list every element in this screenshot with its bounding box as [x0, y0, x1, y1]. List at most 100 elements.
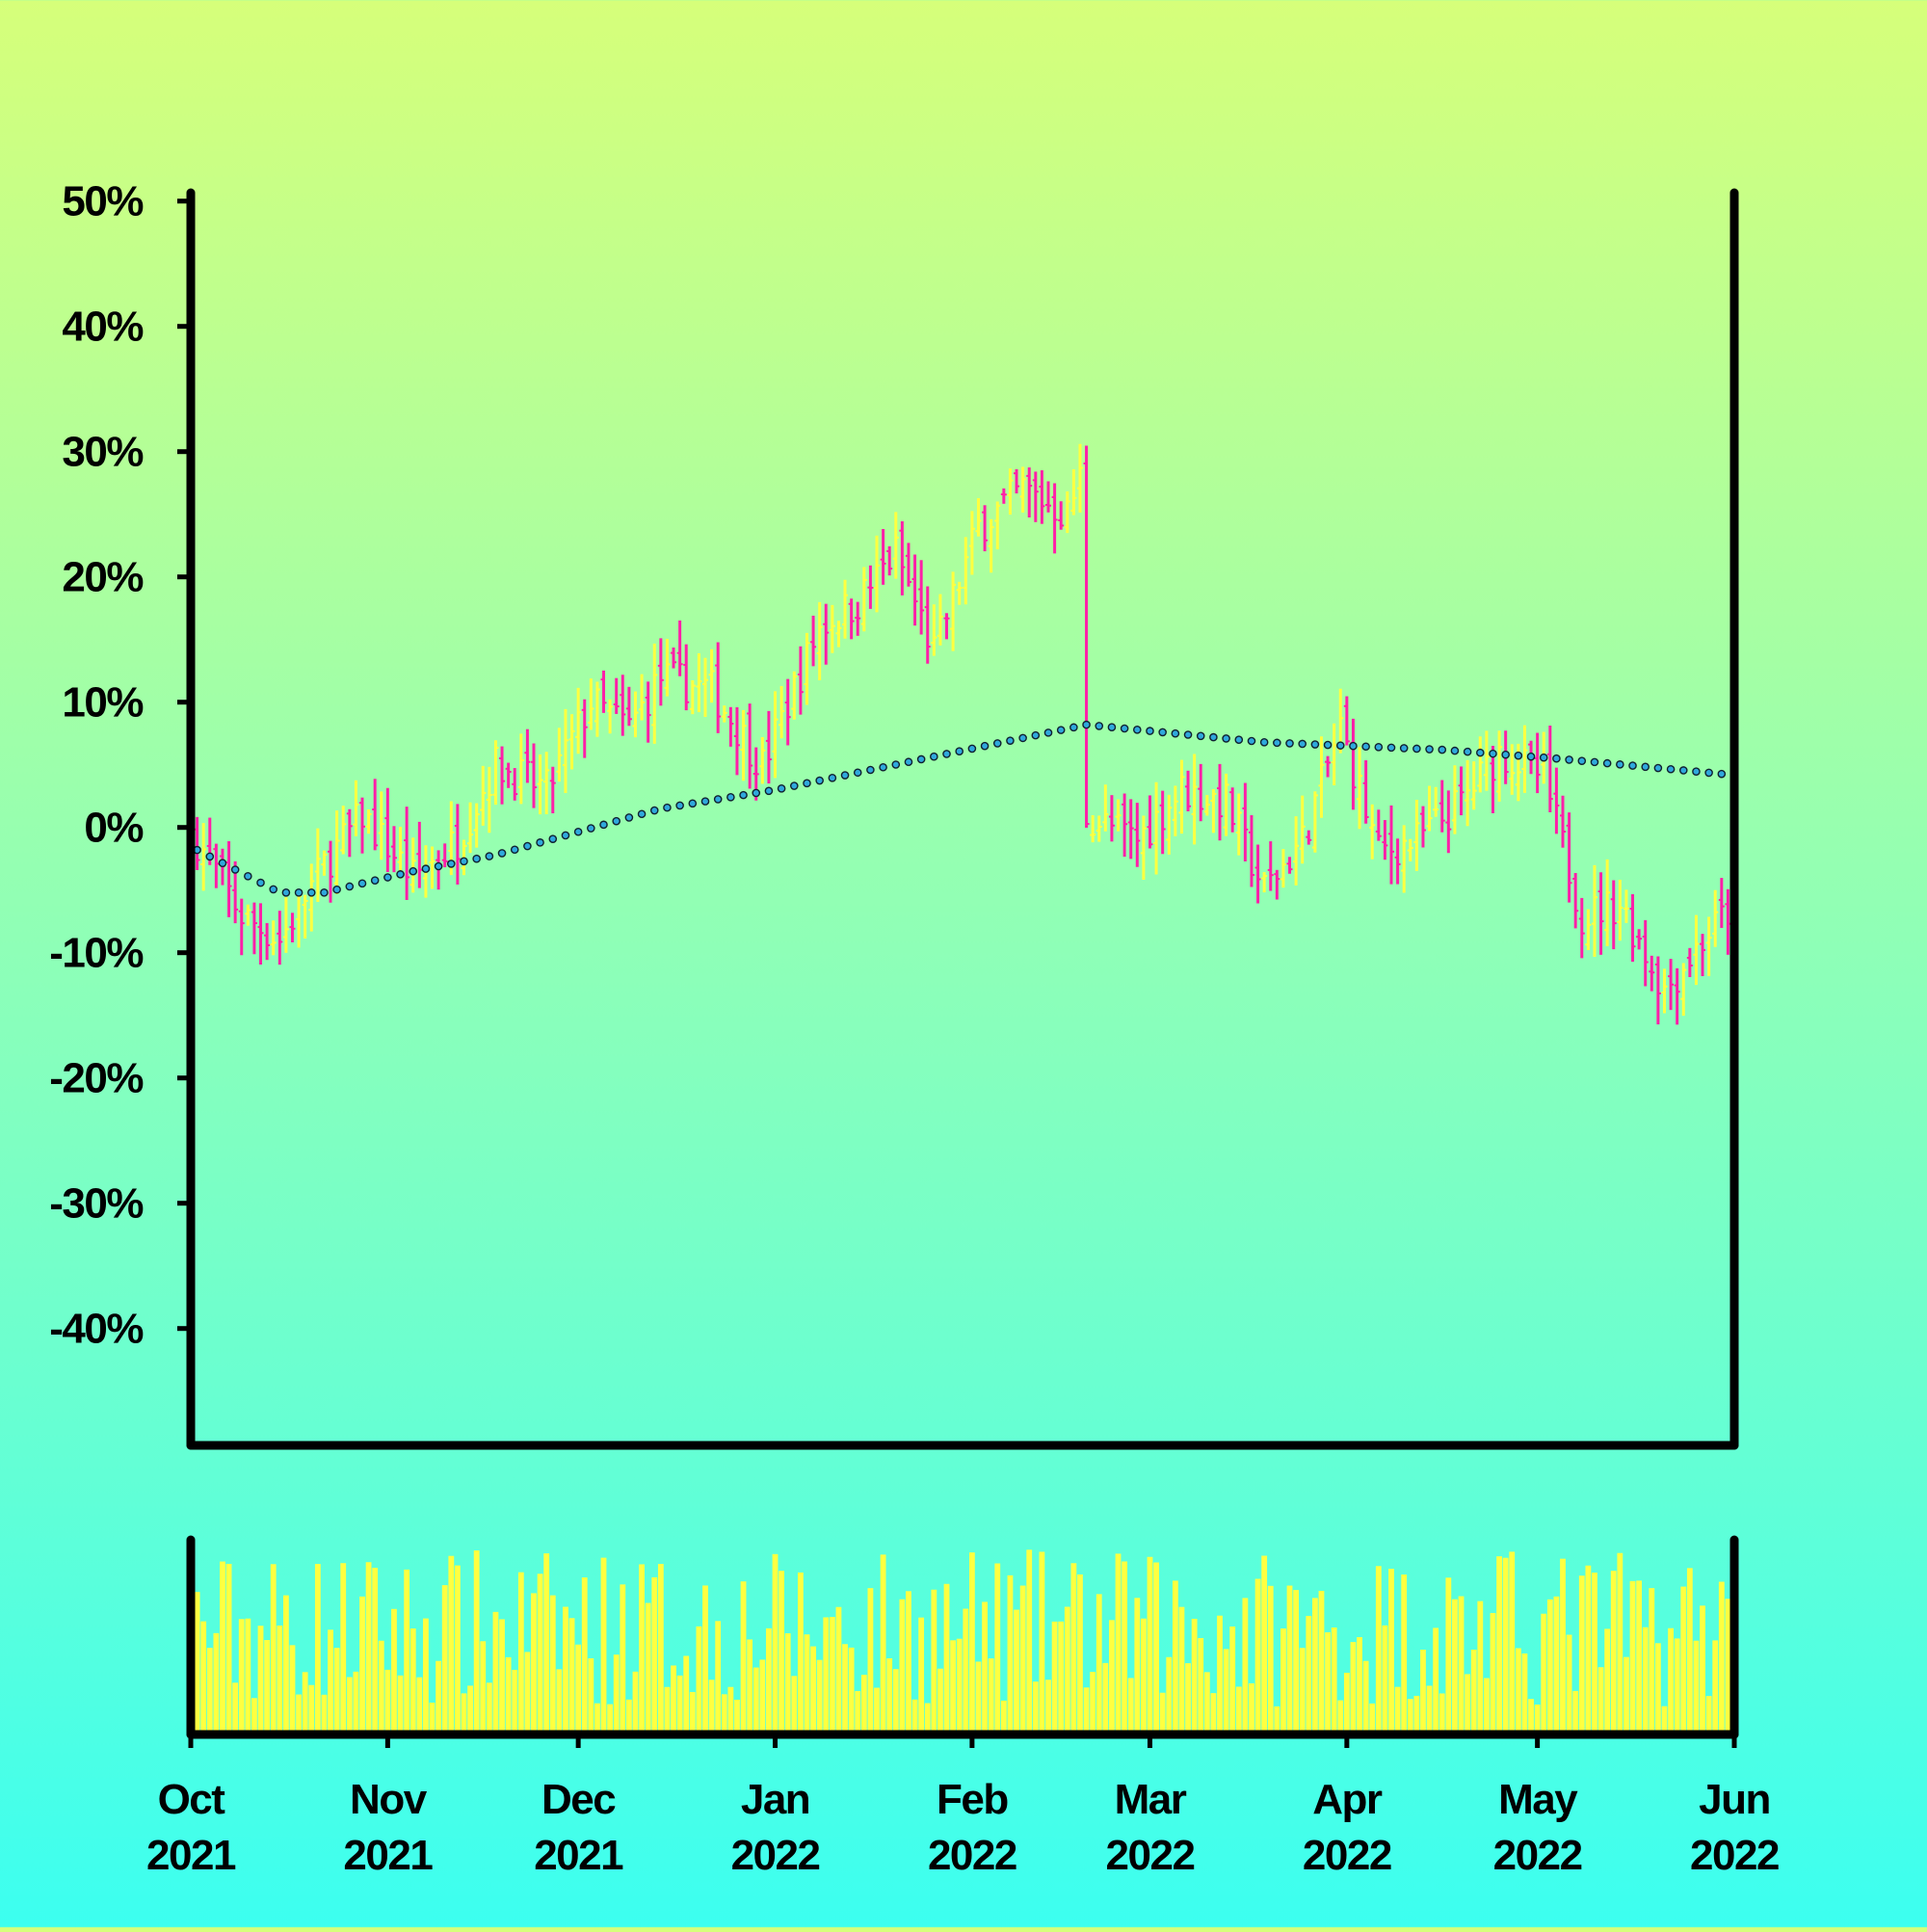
ohlc-bar	[950, 571, 957, 651]
volume-bar	[1445, 1577, 1452, 1734]
volume-bar	[505, 1656, 512, 1734]
ohlc-bar	[1705, 916, 1712, 976]
ohlc-bar	[238, 898, 245, 956]
moving-average-marker	[1095, 722, 1104, 730]
ohlc-bar	[1185, 770, 1192, 812]
ohlc-bar	[880, 529, 886, 585]
moving-average-marker	[904, 757, 913, 767]
volume-bar	[804, 1634, 810, 1734]
x-tick-label-month: Jan	[741, 1776, 809, 1823]
moving-average-marker	[1323, 740, 1333, 750]
ohlc-bar	[994, 501, 1001, 550]
moving-average-marker	[599, 820, 608, 830]
ohlc-bar	[943, 613, 950, 640]
ohlc-bar	[486, 766, 492, 834]
ohlc-bar	[1064, 490, 1070, 534]
ohlc-bar	[1610, 880, 1617, 950]
volume-bar	[676, 1675, 683, 1734]
y-tick-label: 40%	[62, 304, 143, 351]
moving-average-marker	[294, 888, 304, 897]
ohlc-bar	[1445, 790, 1452, 854]
ohlc-bar	[1566, 812, 1572, 903]
volume-bar	[931, 1589, 937, 1734]
ohlc-bar	[1108, 795, 1115, 842]
ohlc-bar	[1166, 794, 1173, 855]
ohlc-bar	[499, 746, 506, 805]
ohlc-bar	[683, 644, 690, 711]
ohlc-bar	[1070, 468, 1077, 516]
ohlc-bar	[1388, 805, 1394, 885]
y-tick-label: 30%	[62, 429, 143, 476]
ohlc-bar	[620, 675, 626, 736]
ohlc-bar	[512, 768, 518, 801]
moving-average-marker	[1171, 728, 1180, 738]
volume-bar	[829, 1616, 835, 1734]
volume-bar	[1217, 1615, 1223, 1734]
volume-bar	[1280, 1628, 1286, 1734]
ohlc-bar	[549, 766, 556, 814]
volume-bar	[245, 1618, 251, 1734]
volume-bar	[880, 1554, 886, 1734]
ohlc-bar	[308, 863, 315, 932]
volume-bar	[988, 1658, 994, 1734]
volume-bar	[1642, 1627, 1649, 1734]
ohlc-bar	[353, 780, 359, 836]
volume-bar	[232, 1682, 239, 1734]
price-bars	[194, 443, 1737, 1025]
volume-bar	[1286, 1585, 1293, 1734]
volume-bar	[1115, 1553, 1122, 1734]
ohlc-bar	[1102, 784, 1109, 832]
x-tick-label-month: Nov	[350, 1776, 428, 1823]
ohlc-bar	[1712, 889, 1719, 947]
volume-bar	[740, 1581, 747, 1734]
ohlc-bar	[797, 646, 804, 715]
ohlc-bar	[645, 681, 651, 743]
moving-average-marker	[675, 801, 684, 810]
volume-bar	[664, 1686, 671, 1734]
moving-average-marker	[1514, 751, 1523, 760]
moving-average-marker	[1031, 730, 1041, 740]
ohlc-bar	[1261, 872, 1268, 893]
moving-average-marker	[1565, 755, 1573, 764]
ohlc-bar	[905, 543, 911, 587]
ohlc-bar	[988, 518, 994, 573]
moving-average-marker	[1641, 762, 1650, 772]
ohlc-bar	[568, 714, 575, 770]
x-tick-label-year: 2022	[731, 1832, 820, 1879]
moving-average-marker	[230, 865, 240, 874]
moving-average-marker	[916, 754, 926, 764]
ohlc-bar	[740, 709, 747, 781]
moving-average-marker	[244, 872, 252, 881]
volume-bar	[797, 1572, 804, 1734]
ohlc-bar	[1465, 759, 1471, 827]
ohlc-bar	[1578, 897, 1585, 959]
ohlc-bar	[860, 567, 867, 632]
moving-average-marker	[1209, 732, 1218, 742]
y-tick-label: 20%	[62, 554, 143, 601]
volume-bar	[353, 1671, 359, 1734]
volume-bar	[1000, 1700, 1007, 1734]
moving-average-marker	[523, 841, 532, 851]
volume-bar	[302, 1672, 308, 1734]
volume-bar	[1032, 1681, 1039, 1734]
ohlc-bar	[1014, 468, 1020, 494]
ohlc-bar	[607, 699, 614, 734]
volume-bar	[328, 1629, 333, 1734]
ohlc-bar	[264, 923, 271, 961]
volume-bar	[1229, 1626, 1236, 1734]
moving-average-marker	[561, 831, 570, 840]
volume-bar	[975, 1661, 982, 1734]
volume-bar	[1534, 1704, 1541, 1734]
ohlc-bar	[213, 843, 220, 888]
volume-bar	[568, 1618, 575, 1734]
volume-bar	[1433, 1628, 1439, 1734]
moving-average-marker	[752, 788, 761, 798]
volume-bar	[1235, 1686, 1242, 1734]
volume-bar	[1420, 1649, 1426, 1734]
ohlc-bar	[296, 888, 303, 948]
y-tick-label: 50%	[62, 178, 143, 225]
ohlc-bar	[1617, 879, 1623, 941]
ohlc-bar	[1134, 803, 1141, 867]
ohlc-bar	[1642, 919, 1649, 987]
volume-bar	[600, 1557, 607, 1734]
